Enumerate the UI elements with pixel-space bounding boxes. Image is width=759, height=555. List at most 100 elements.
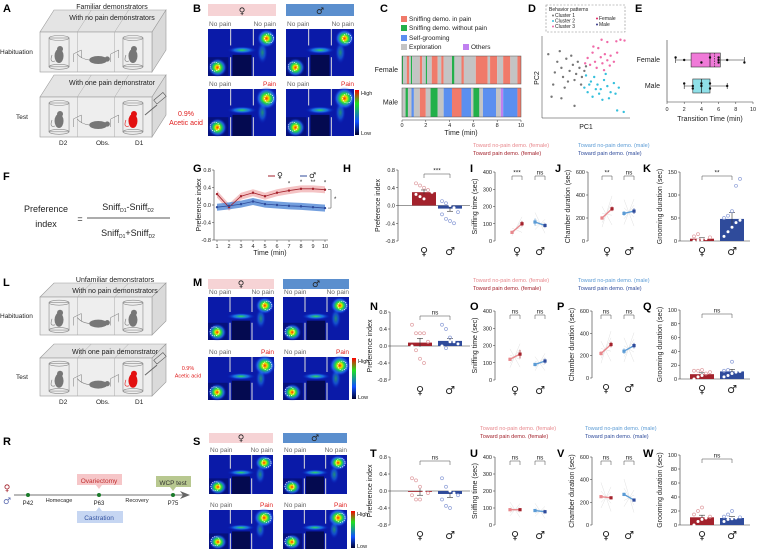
male-symbol: ♂ (727, 529, 737, 542)
y-tick-label: 20 (671, 509, 677, 515)
data-point (696, 520, 700, 523)
heatmap-corridor (226, 372, 256, 380)
y-axis-label: Preference index (367, 464, 374, 517)
mouse-tail (124, 318, 130, 326)
scatter-point (602, 78, 606, 82)
panel-letter-l: L (3, 277, 10, 289)
ethogram-segment (413, 88, 420, 117)
mouse-icon (89, 380, 108, 389)
heatmap-habituation (208, 297, 274, 341)
scatter-point (553, 71, 557, 74)
data-point (730, 359, 734, 364)
scatter-point (615, 40, 618, 43)
y-tick-label: 200 (483, 205, 492, 211)
timepoint-marker (97, 493, 101, 497)
panel-letter-n: N (370, 301, 378, 313)
doorway (73, 313, 82, 326)
y-axis-label: Sniffing time (sec) (472, 179, 479, 235)
series-marker (215, 192, 219, 196)
data-point (726, 230, 730, 234)
heatmap-dark-zone (306, 476, 324, 494)
mean-marker (533, 508, 537, 513)
x-tick-label: 2 (683, 107, 686, 113)
significance-bracket (423, 173, 451, 178)
data-point (734, 183, 738, 188)
data-point (743, 61, 746, 64)
data-point (422, 489, 426, 493)
mouse-head (104, 320, 110, 326)
habituation-label: Habituation (0, 313, 33, 320)
cylinder-cage (122, 363, 144, 392)
chamber-label-d1: No pain (252, 289, 275, 296)
scatter-point (576, 60, 579, 63)
significance-label: ** (714, 170, 720, 177)
heatmap-hotspot-d2 (283, 534, 301, 550)
data-point (448, 204, 452, 207)
x-tick-label: 2 (227, 244, 230, 250)
y-tick-label: 200 (483, 344, 492, 350)
ethogram-segment (425, 88, 431, 117)
test-caption: With one pain demonstrator (72, 349, 159, 356)
x-tick-label: 8 (496, 123, 499, 129)
y-tick-label: 100 (668, 453, 677, 459)
scatter-point (583, 86, 586, 89)
scatter-point (615, 109, 619, 112)
x-tick-label: 6 (275, 244, 278, 250)
data-point (700, 82, 703, 85)
doorway (110, 114, 119, 127)
y-tick-label: 400 (580, 478, 589, 484)
panel-letter-e: E (635, 3, 642, 15)
mouse-head (130, 309, 137, 316)
ethogram-segment (475, 56, 488, 84)
female-symbol: ♀ (603, 245, 611, 258)
significance-label: *** (513, 170, 521, 177)
bar (720, 518, 744, 525)
ethogram-segment (490, 56, 498, 84)
mouse-tail (124, 379, 130, 387)
ethogram-segment (503, 56, 511, 84)
chamber-divider (77, 74, 92, 98)
heatmap-warm-zone (255, 307, 267, 330)
data-point (448, 219, 452, 223)
scatter-point (588, 63, 592, 67)
scatter-point (602, 68, 606, 72)
x-axis-label: Time (min) (253, 250, 286, 257)
y-tick-label: -0.4 (378, 361, 387, 367)
significance-star: * (288, 182, 291, 188)
scatter-point (556, 60, 559, 63)
heatmap-dark-zone (232, 114, 252, 136)
scatter-point (561, 75, 565, 79)
panel-letter-a: A (3, 3, 11, 15)
mouse-tail (124, 119, 130, 127)
panel-letter-q: Q (643, 301, 652, 313)
mouse-tail (77, 378, 90, 385)
test-cage (39, 343, 167, 397)
significance-star: * (300, 180, 303, 186)
heatmap-hotspot-d2 (286, 118, 306, 137)
panel-letter-p: P (557, 301, 564, 313)
cylinder-top (48, 35, 70, 41)
male-symbol: ♂ (312, 280, 320, 290)
data-point (410, 344, 414, 348)
mean-line (534, 509, 546, 513)
y-tick-label: 100 (668, 193, 677, 199)
heatmap-habituation (209, 455, 273, 495)
heatmap-warm-zone (330, 307, 342, 330)
data-point (452, 491, 456, 495)
syringe-icon (153, 92, 167, 105)
significance-bracket (701, 458, 733, 463)
series-marker (287, 189, 291, 192)
mouse-head (57, 46, 64, 52)
heatmap-corridor (227, 46, 257, 54)
x-axis-label: Time (min) (444, 130, 477, 137)
data-point (422, 331, 426, 336)
legend-label: ♂ (309, 171, 316, 180)
significance-bracket (328, 189, 332, 209)
cylinder-top (122, 100, 144, 106)
cylinder-cage (122, 102, 144, 133)
y-tick-label: 0.4 (379, 327, 387, 333)
formula-subscript: D1 (119, 234, 126, 240)
heatmap-test (283, 508, 349, 550)
heatmap-warm-zone (329, 464, 340, 485)
scatter-point (583, 69, 586, 73)
